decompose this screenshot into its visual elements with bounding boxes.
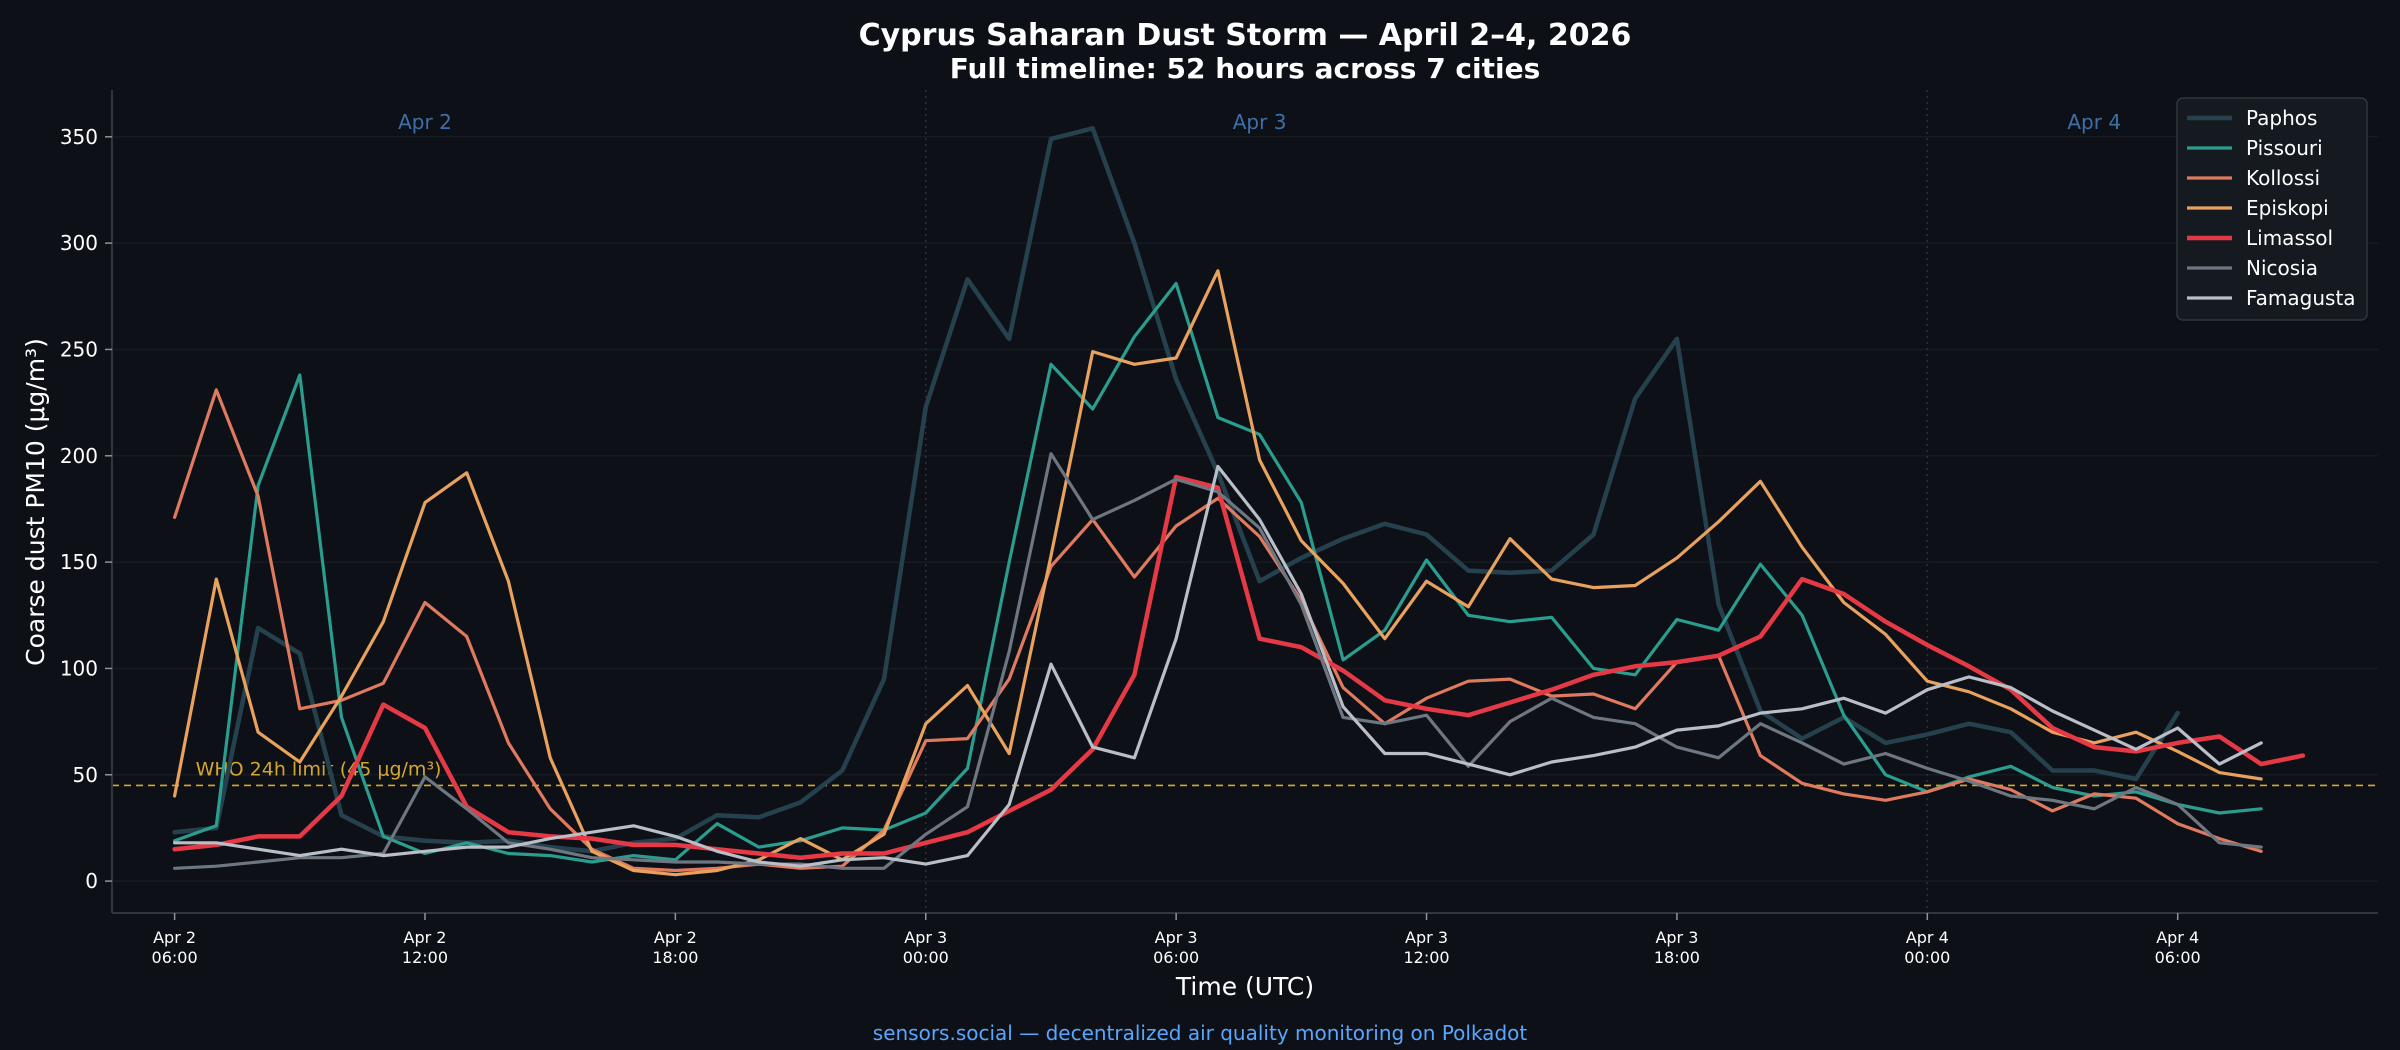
footer-credit: sensors.social — decentralized air quali… bbox=[873, 1021, 1528, 1045]
legend-label-episkopi: Episkopi bbox=[2246, 196, 2329, 220]
x-tick-label-date: Apr 3 bbox=[1155, 928, 1198, 947]
x-tick-label-date: Apr 3 bbox=[904, 928, 947, 947]
y-axis-label: Coarse dust PM10 (μg/m³) bbox=[21, 338, 50, 666]
x-tick-label-time: 00:00 bbox=[903, 948, 949, 967]
series-line-nicosia bbox=[173, 452, 2263, 870]
y-tick-label: 0 bbox=[85, 869, 98, 893]
x-tick-label-time: 00:00 bbox=[1904, 948, 1950, 967]
y-tick-label: 250 bbox=[60, 337, 98, 361]
who-limit-label: WHO 24h limit (45 μg/m³) bbox=[196, 758, 442, 780]
day-label: Apr 2 bbox=[398, 110, 452, 134]
y-tick-label: 300 bbox=[60, 231, 98, 255]
x-tick-label-time: 18:00 bbox=[652, 948, 698, 967]
series-line-episkopi bbox=[173, 269, 2263, 877]
y-tick-label: 100 bbox=[60, 656, 98, 680]
x-tick-label-date: Apr 2 bbox=[404, 928, 447, 947]
x-axis-label: Time (UTC) bbox=[1175, 972, 1314, 1001]
axes-layer bbox=[111, 90, 2378, 914]
x-tick-label-date: Apr 3 bbox=[1655, 928, 1698, 947]
x-tick-label-date: Apr 2 bbox=[654, 928, 697, 947]
day-divider-layer bbox=[925, 90, 1929, 913]
chart-title: Cyprus Saharan Dust Storm — April 2–4, 2… bbox=[859, 18, 1632, 53]
legend-label-paphos: Paphos bbox=[2246, 106, 2317, 130]
y-tick-label: 200 bbox=[60, 444, 98, 468]
legend-label-limassol: Limassol bbox=[2246, 226, 2333, 250]
series-line-famagusta bbox=[173, 464, 2263, 868]
day-label: Apr 4 bbox=[2067, 110, 2121, 134]
legend-label-pissouri: Pissouri bbox=[2246, 136, 2323, 160]
series-line-pissouri bbox=[173, 281, 2263, 864]
series-line-paphos bbox=[172, 126, 2180, 854]
y-tick-layer: 0 50 100 150 200 250 300 350 bbox=[60, 125, 112, 893]
x-tick-label-date: Apr 4 bbox=[2156, 928, 2199, 947]
series-line-kollossi bbox=[173, 388, 2263, 873]
grid-layer bbox=[112, 136, 2378, 882]
y-tick-label: 150 bbox=[60, 550, 98, 574]
y-tick-label: 50 bbox=[73, 763, 98, 787]
legend-label-famagusta: Famagusta bbox=[2246, 286, 2356, 310]
x-tick-label-date: Apr 3 bbox=[1405, 928, 1448, 947]
chart-subtitle: Full timeline: 52 hours across 7 cities bbox=[950, 52, 1541, 85]
x-tick-label-date: Apr 4 bbox=[1906, 928, 1949, 947]
x-tick-label-time: 06:00 bbox=[152, 948, 198, 967]
y-tick-label: 350 bbox=[60, 125, 98, 149]
x-tick-label-time: 06:00 bbox=[1153, 948, 1199, 967]
series-line-limassol bbox=[172, 474, 2306, 860]
legend: Paphos Pissouri Kollossi Episkopi Limassol Ni… bbox=[2176, 97, 2368, 321]
x-tick-label-time: 12:00 bbox=[1403, 948, 1449, 967]
legend-box bbox=[2176, 97, 2368, 321]
x-tick-label-time: 12:00 bbox=[402, 948, 448, 967]
day-label-layer: Apr 2 Apr 3 Apr 4 bbox=[398, 110, 2121, 134]
x-tick-label-date: Apr 2 bbox=[153, 928, 196, 947]
legend-label-nicosia: Nicosia bbox=[2246, 256, 2318, 280]
legend-label-kollossi: Kollossi bbox=[2246, 166, 2320, 190]
day-label: Apr 3 bbox=[1233, 110, 1287, 134]
series-layer bbox=[172, 126, 2306, 877]
x-tick-label-time: 06:00 bbox=[2155, 948, 2201, 967]
x-tick-label-time: 18:00 bbox=[1654, 948, 1700, 967]
